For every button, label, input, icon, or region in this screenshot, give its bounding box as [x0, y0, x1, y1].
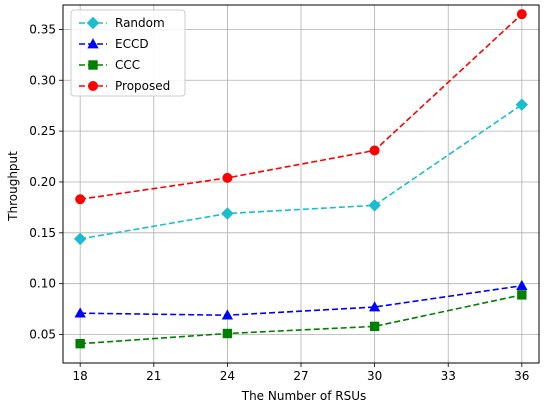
series-proposed [75, 9, 527, 205]
legend-marker-proposed [88, 81, 98, 91]
y-tick-label: 0.25 [29, 124, 56, 138]
x-tick-label: 18 [73, 369, 88, 383]
data-point-proposed [222, 172, 233, 183]
data-point-ccc [222, 328, 233, 339]
axes: 18 21 24 27 30 33 36 0.05 0.10 0.15 0.20 0.25 0.30 0.… [29, 4, 540, 383]
series-layer [73, 9, 529, 349]
grid [63, 5, 539, 363]
x-tick-label: 36 [514, 369, 529, 383]
series-random [73, 98, 529, 246]
series-ccc [75, 290, 527, 349]
data-point-random [73, 232, 87, 246]
x-tick-label: 24 [220, 369, 235, 383]
legend-marker-ccc [88, 60, 98, 70]
legend-marker-eccd [87, 38, 99, 49]
x-tick-label: 30 [367, 369, 382, 383]
legend-box [70, 9, 186, 97]
series-line-ccc [80, 294, 522, 345]
series-line-eccd [80, 284, 522, 316]
legend-label-eccd: ECCD [115, 37, 149, 51]
x-tick-label: 27 [293, 369, 308, 383]
y-tick-label: 0.10 [29, 277, 56, 291]
series-eccd [74, 279, 528, 320]
series-line-random [80, 104, 523, 240]
data-point-ccc [517, 290, 527, 300]
data-point-proposed [516, 9, 527, 20]
legend-label-ccc: CCC [115, 58, 140, 72]
y-tick-label: 0.30 [29, 73, 56, 87]
data-point-eccd [221, 309, 234, 320]
y-tick-label: 0.15 [29, 226, 56, 240]
data-point-eccd [368, 301, 381, 312]
legend-marker-random [86, 16, 100, 30]
data-point-eccd [516, 279, 528, 291]
data-point-random [368, 199, 381, 212]
y-tick-label: 0.20 [29, 175, 56, 189]
x-tick-label: 21 [146, 369, 161, 383]
data-point-random [515, 98, 529, 111]
data-point-ccc [75, 338, 85, 349]
series-line-proposed [80, 13, 523, 201]
data-point-random [221, 207, 234, 220]
legend-label-random: Random [115, 16, 165, 30]
x-tick-label: 33 [441, 369, 456, 383]
y-tick-label: 0.35 [29, 22, 56, 36]
data-point-ccc [369, 321, 380, 332]
y-tick-label: 0.05 [29, 328, 56, 342]
legend-label-proposed: Proposed [115, 79, 170, 93]
x-axis-label: The Number of RSUs [241, 389, 367, 403]
legend: Random ECCD CCC Proposed [70, 9, 186, 97]
data-point-eccd [74, 307, 86, 318]
data-point-proposed [369, 145, 380, 156]
y-axis-label: Throughput [6, 151, 20, 222]
data-point-proposed [75, 194, 86, 205]
